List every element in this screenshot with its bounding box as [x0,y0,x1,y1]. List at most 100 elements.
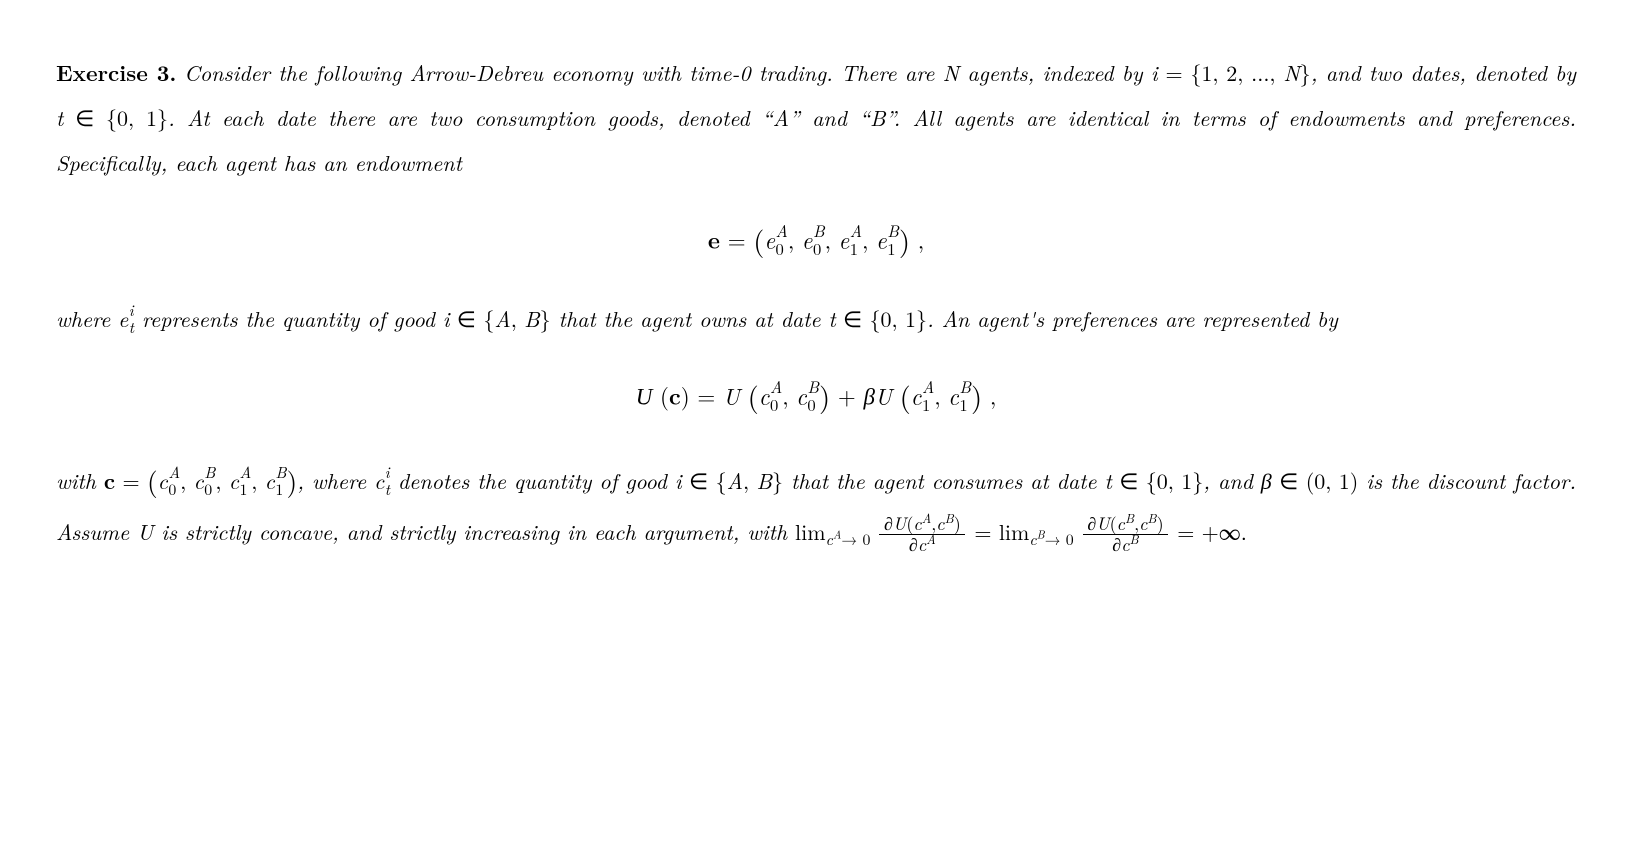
math-set-index: {1, 2, ..., N} [1190,57,1310,88]
math-c-bold: c [104,465,115,496]
math-e: e [118,303,128,334]
text: represents the quantity of good [134,303,443,334]
math-plus: + [830,379,863,412]
partial: ∂ [1087,511,1096,536]
math-i: i [675,465,682,496]
math-in: ∈ [1112,465,1146,496]
sup-B: B [1125,508,1134,527]
math-c: c [194,465,204,496]
math-c: c [158,465,168,496]
text: is strictly concave, and strictly increa… [153,516,795,547]
sup-A: A [922,508,932,527]
sub-0: 0 [168,481,180,498]
sub-0: 0 [807,396,819,413]
math-B: B [524,303,540,334]
math-eq: = [720,223,753,256]
sub-1: 1 [239,481,251,498]
math-c: c [911,379,922,412]
text: that the agent owns at date [551,303,829,334]
sub-1: 1 [922,396,934,413]
math-c: c [918,532,926,557]
math-i: i [1151,57,1158,88]
sub-1: 1 [887,240,899,257]
math-U: U [875,379,892,412]
math-lim: lim [999,516,1030,547]
sub-0: 0 [770,396,782,413]
comma: , [180,465,194,496]
math-c: c [948,379,959,412]
math-e: e [802,223,813,256]
to-zero: → 0 [841,527,870,550]
equation-endowment: e = (eA0, eB0, eA1, eB1) , [56,211,1576,270]
text: . At each date there are two consumption… [56,102,1576,178]
exercise-paragraph-2: where eit represents the quantity of goo… [56,296,1576,341]
math-c: c [826,527,833,550]
math-e: e [839,223,850,256]
math-eq: = [967,516,999,547]
math-c: c [759,379,770,412]
text: with [56,465,104,496]
partial: ∂ [884,511,893,536]
text: , and [1203,465,1261,496]
math-fraction: ∂U(cB,cB)∂cB [1083,514,1168,555]
math-N: N [1283,57,1299,88]
math-c-bold: c [669,379,681,412]
math-A: A [494,303,510,334]
math-t: t [1105,465,1112,496]
math-set-t: {0, 1} [106,102,168,133]
comma: , [782,379,796,412]
comma: , [215,465,229,496]
math-c: c [229,465,239,496]
text: where [56,303,118,334]
math-U: U [723,379,740,412]
math-e: e [764,223,775,256]
math-in: ∈ [449,303,483,334]
text: . An agent's preferences are represented… [927,303,1338,334]
math-e-bold: e [708,223,720,256]
text: , and two dates, denoted by [1311,57,1576,88]
math-eq: = [1170,516,1202,547]
exercise-paragraph-3: with c = (cA0, cB0, cA1, cB1), where cit… [56,452,1576,555]
math-set-AB: {A, B} [716,465,783,496]
sub-1: 1 [275,481,286,498]
math-U: U [1096,511,1109,536]
math-set-t: {0, 1} [1146,465,1204,496]
math-eq: = [690,379,723,412]
text: , where [297,465,374,496]
math-e: e [876,223,887,256]
math-in: ∈ [682,465,716,496]
math-infty: +∞ [1202,516,1241,547]
math-eq: = [1158,57,1191,88]
math-beta: β [1261,465,1272,496]
math-t: t [828,303,835,334]
math-c: c [936,511,944,536]
sub-0: 0 [776,240,788,257]
comma: , [934,379,948,412]
sup-B: B [1037,527,1045,543]
math-c: c [374,465,384,496]
sup-B: B [1129,529,1138,548]
sup-A: A [926,529,936,548]
sub-0: 0 [204,481,215,498]
to-zero: → 0 [1045,527,1074,550]
exercise-paragraph-1: Exercise 3. Consider the following Arrow… [56,50,1576,185]
math-lim: lim [795,516,826,547]
sup-B: B [945,508,954,527]
comma: , [862,223,876,256]
math-A: A [727,465,743,496]
text: that the agent consumes at date [783,465,1105,496]
text: agents, indexed by [959,57,1151,88]
math-N: N [943,57,959,88]
sub-1: 1 [959,396,971,413]
math-eq: = [115,465,147,496]
math-c: c [265,465,275,496]
comma: , [825,223,839,256]
math-set-t: {0, 1} [870,303,927,334]
math-B: B [756,465,772,496]
math-fraction: ∂U(cA,cB)∂cA [879,514,965,555]
math-beta: β [863,379,874,412]
text: denotes the quantity of good [390,465,675,496]
math-U: U [893,511,906,536]
math-Ucal: U [636,385,653,410]
comma: , [251,465,265,496]
